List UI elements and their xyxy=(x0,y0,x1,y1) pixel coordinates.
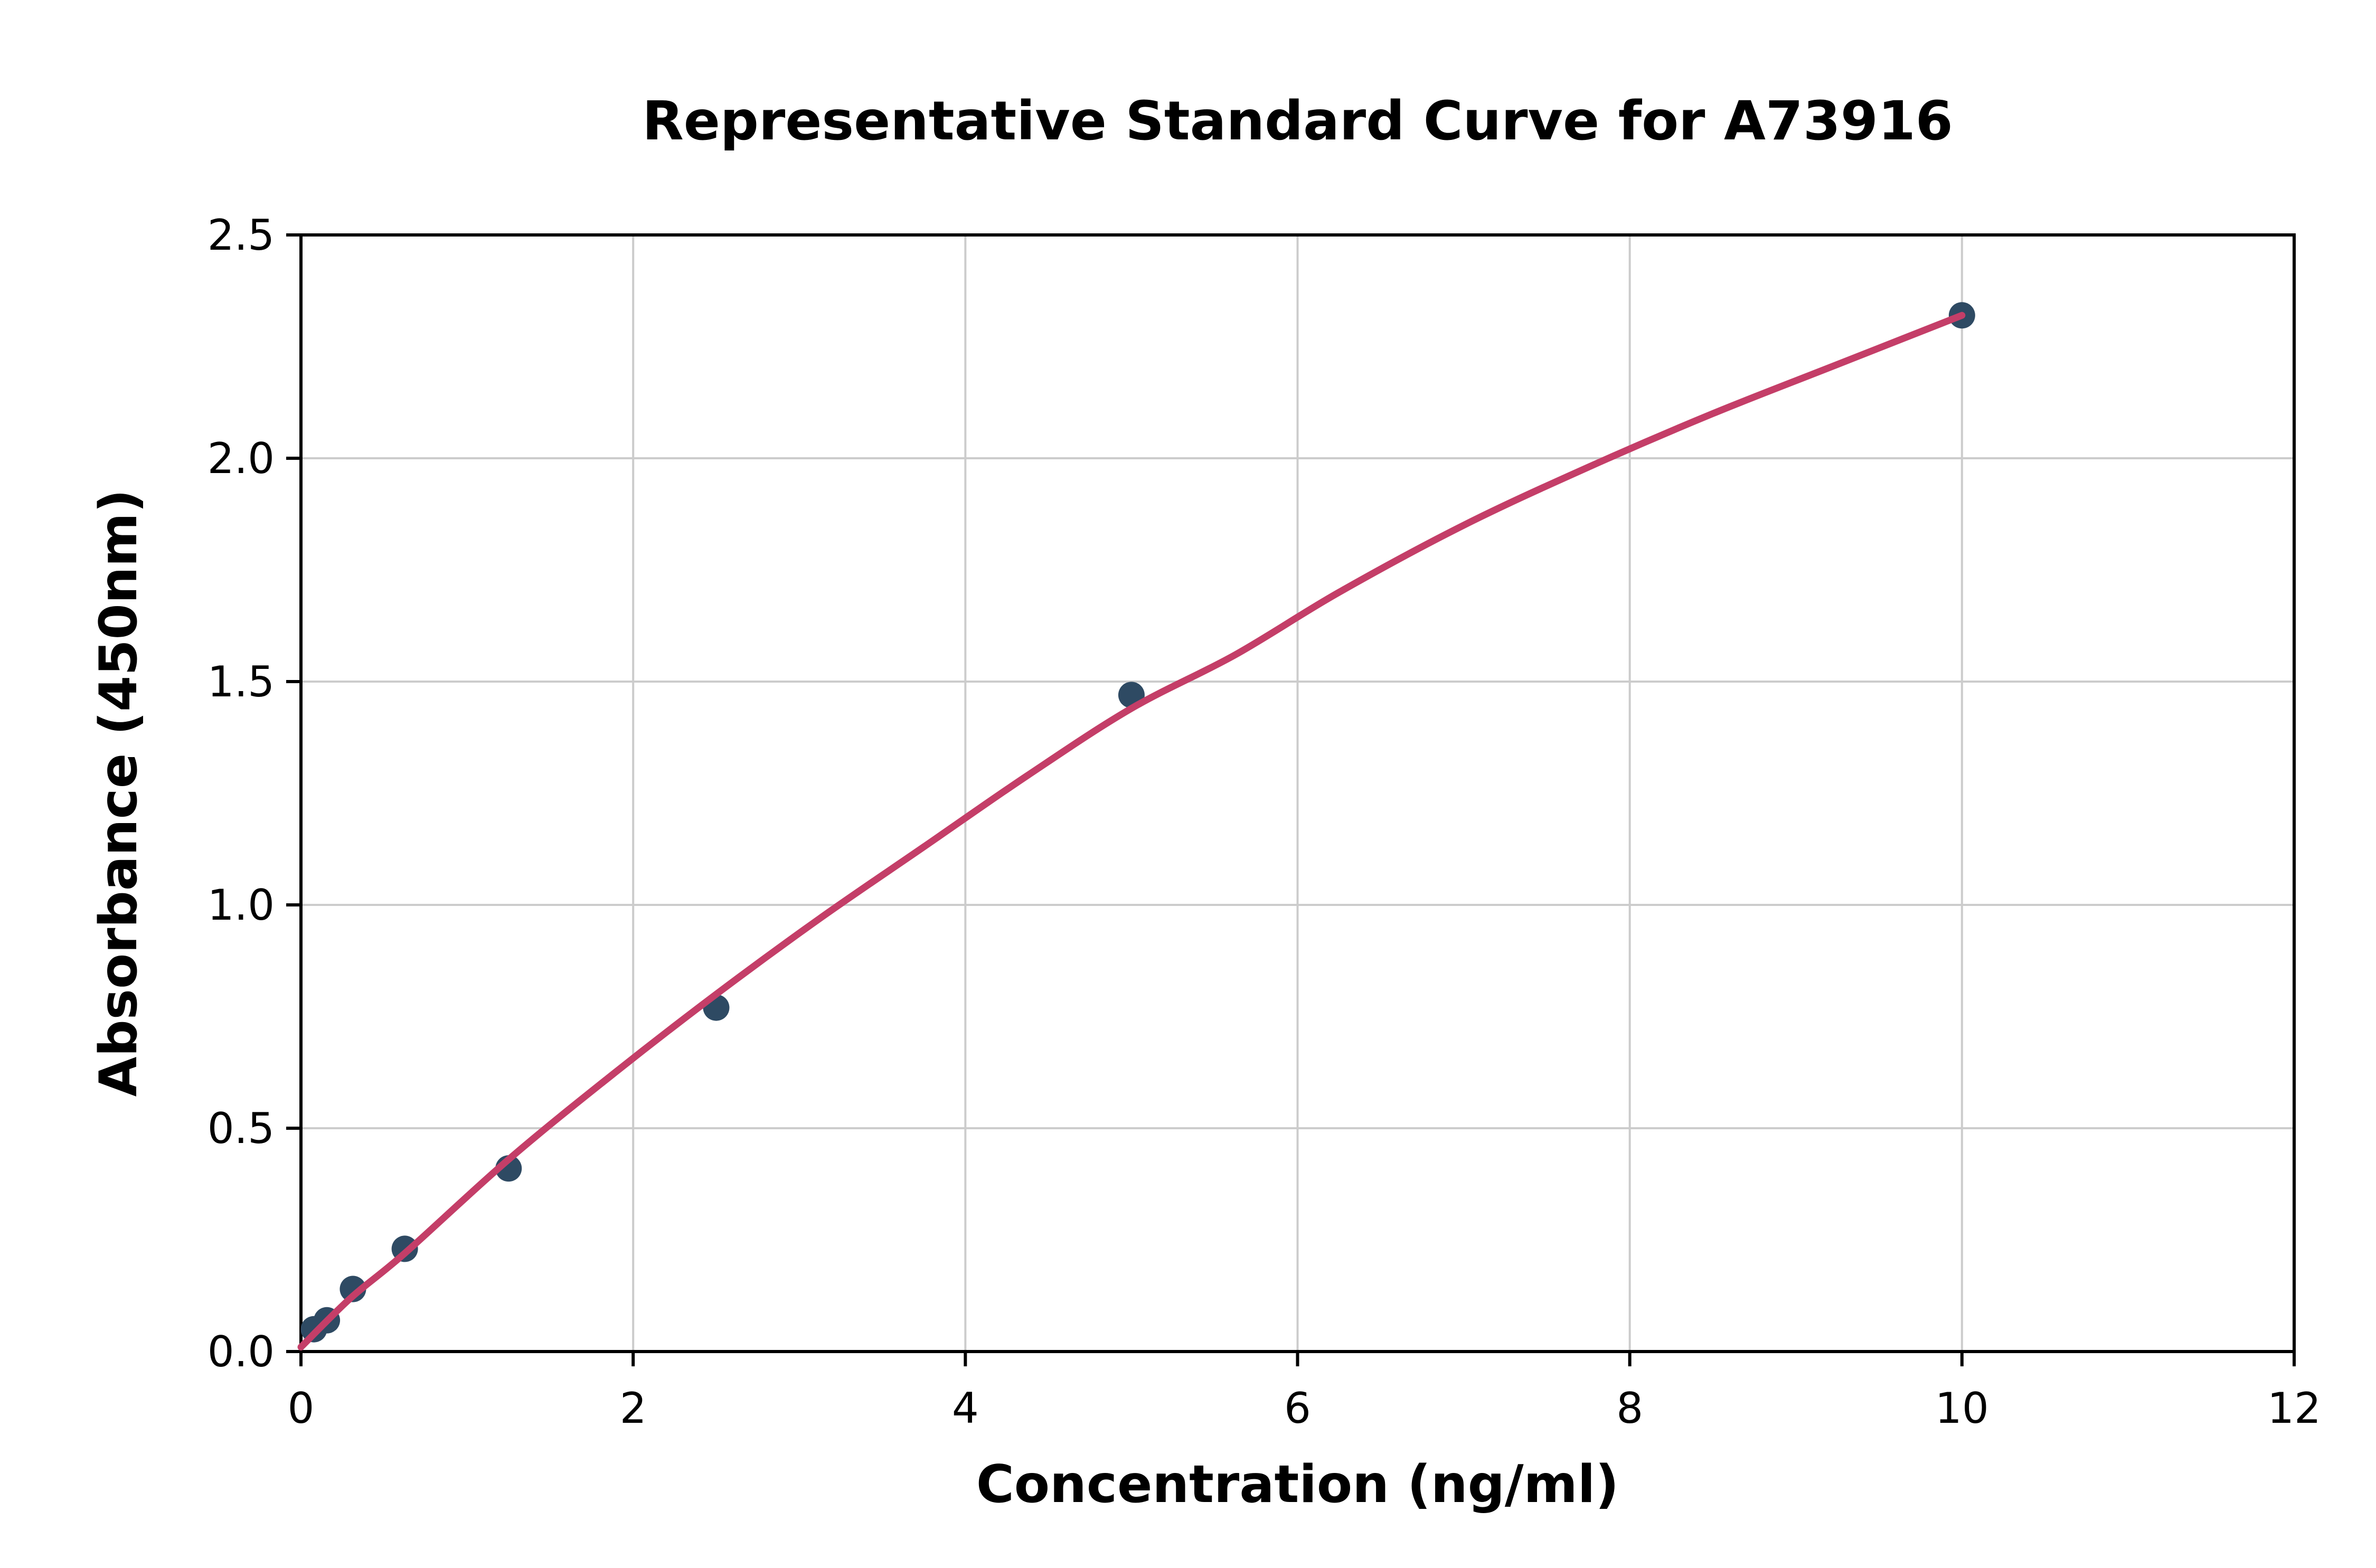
y-tick-label: 0.5 xyxy=(208,1104,275,1153)
fitted-curve xyxy=(297,311,1966,1351)
y-tick-label: 1.5 xyxy=(208,657,275,706)
data-point xyxy=(340,1276,366,1302)
x-tick-label: 0 xyxy=(288,1384,315,1433)
y-tick-label: 0.0 xyxy=(208,1327,275,1376)
x-axis-label: Concentration (ng/ml) xyxy=(976,1454,1619,1515)
y-tick-label: 2.5 xyxy=(208,211,275,260)
chart-title: Representative Standard Curve for A73916 xyxy=(642,90,1953,153)
x-tick-label: 12 xyxy=(2267,1384,2321,1433)
x-tick-label: 8 xyxy=(1616,1384,1643,1433)
y-tick-label: 2.0 xyxy=(208,434,275,483)
y-tick-label: 1.0 xyxy=(208,881,275,930)
x-tick-label: 6 xyxy=(1284,1384,1311,1433)
x-tick-label: 2 xyxy=(620,1384,647,1433)
x-tick-label: 10 xyxy=(1935,1384,1989,1433)
x-tick-label: 4 xyxy=(952,1384,979,1433)
